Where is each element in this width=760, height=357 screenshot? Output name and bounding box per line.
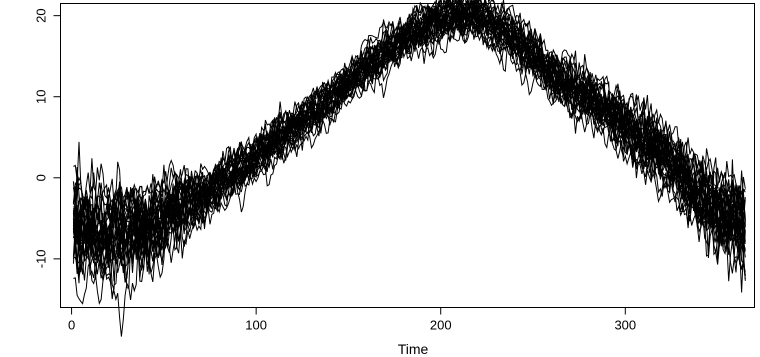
y-tick-label: 20 bbox=[34, 8, 49, 22]
x-tick-label: 300 bbox=[614, 318, 636, 333]
y-tick-label: 10 bbox=[34, 89, 49, 103]
x-axis: 0 100 200 300 bbox=[68, 307, 636, 333]
x-tick-label: 100 bbox=[245, 318, 267, 333]
series-line bbox=[72, 11, 746, 274]
series-line bbox=[72, 5, 746, 281]
y-tick-label: -10 bbox=[34, 249, 49, 268]
y-tick-label: 0 bbox=[34, 174, 49, 181]
series-layer bbox=[72, 0, 746, 337]
y-axis: -10 0 10 20 bbox=[34, 8, 61, 268]
x-axis-title: Time bbox=[398, 341, 429, 357]
x-tick-label: 200 bbox=[430, 318, 452, 333]
series-line bbox=[72, 0, 746, 273]
series-line bbox=[73, 23, 746, 337]
series-line bbox=[72, 0, 746, 238]
x-tick-label: 0 bbox=[68, 318, 75, 333]
